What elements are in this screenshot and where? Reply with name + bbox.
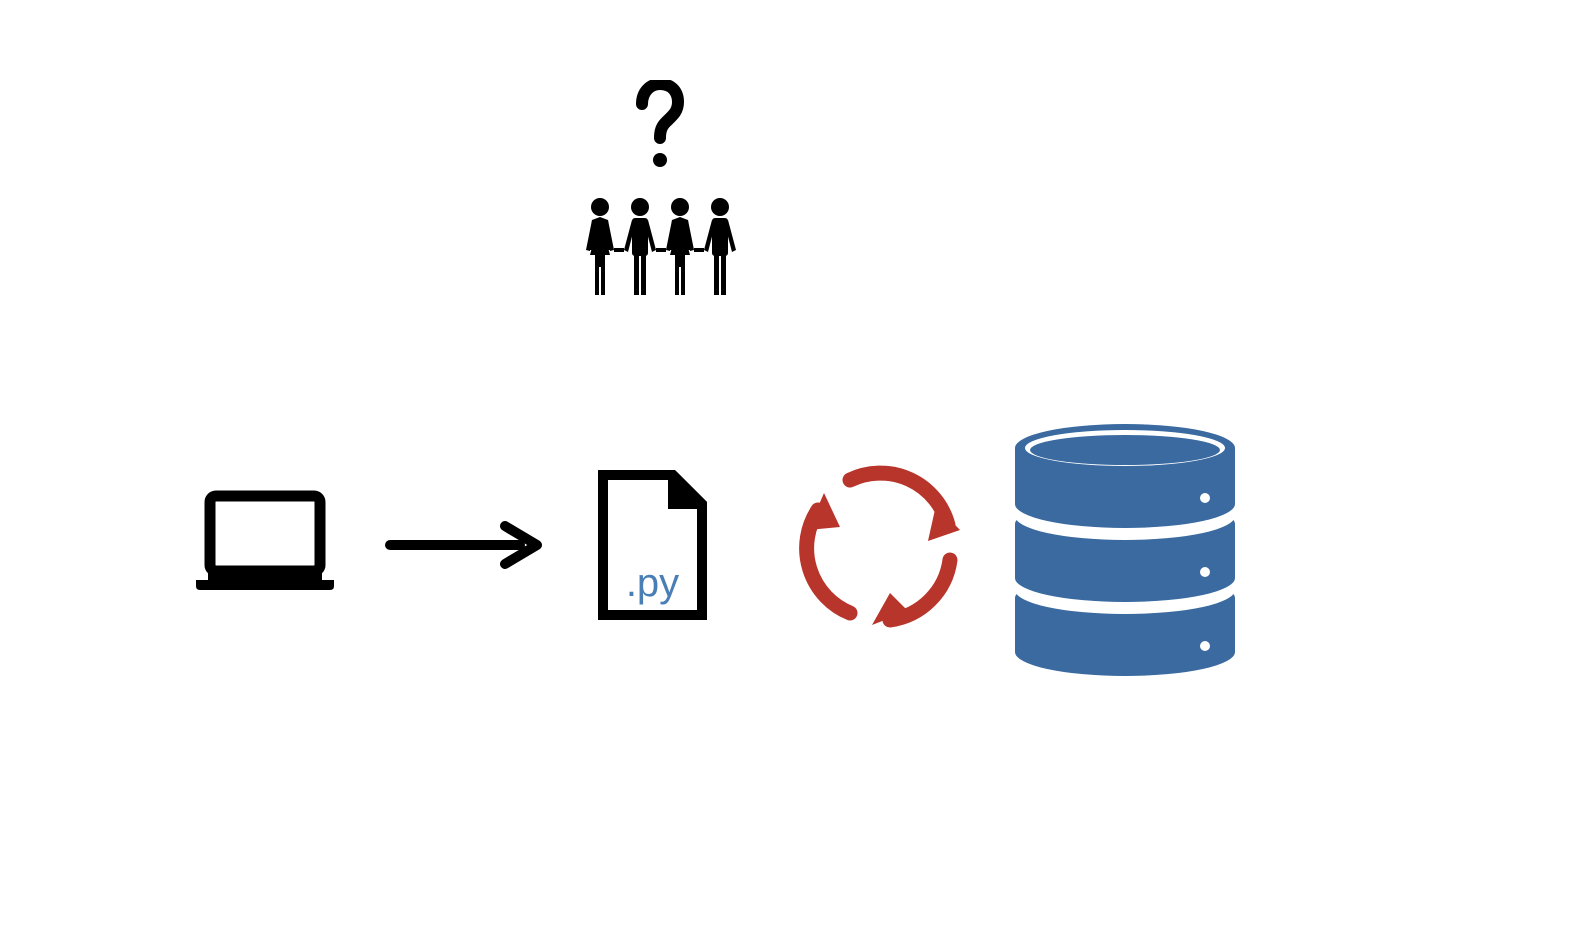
arrow-right-icon: [385, 520, 545, 570]
laptop-icon: [190, 490, 340, 595]
question-mark-icon: [630, 80, 690, 170]
database-icon: [1010, 420, 1240, 680]
cycle-arrows-icon: [790, 455, 970, 635]
file-extension-label: .py: [595, 561, 710, 606]
python-file-icon: .py: [595, 470, 710, 620]
people-group-icon: [580, 195, 740, 305]
